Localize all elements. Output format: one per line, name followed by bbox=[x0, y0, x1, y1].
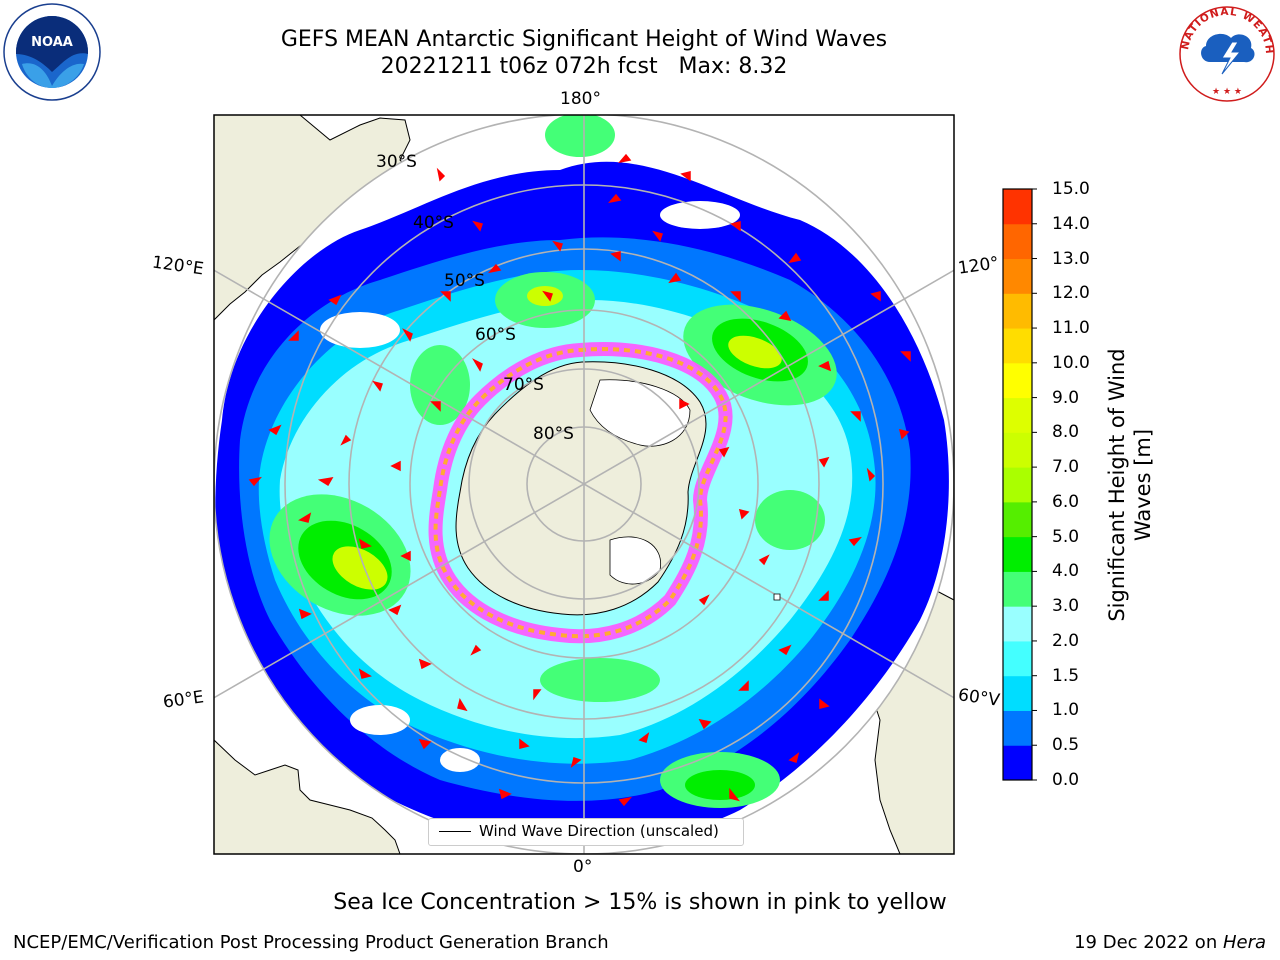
nws-logo: NATIONAL WEATHER SERVICE ★ ★ ★ bbox=[1176, 2, 1275, 102]
colorbar-tick-label: 1.5 bbox=[1052, 665, 1080, 686]
colorbar-segment bbox=[1003, 606, 1032, 642]
colorbar-tick-label: 3.0 bbox=[1052, 596, 1080, 617]
colorbar-segment bbox=[1003, 536, 1032, 572]
colorbar-tick-label: 2.0 bbox=[1052, 630, 1080, 651]
colorbar-tick-label: 1.0 bbox=[1052, 700, 1080, 721]
wave-direction-arrows bbox=[248, 153, 911, 807]
colorbar-tick-label: 12.0 bbox=[1052, 283, 1090, 304]
legend-label: Wind Wave Direction (unscaled) bbox=[479, 822, 719, 840]
colorbar-segment bbox=[1003, 223, 1032, 260]
lat-label-70s: 70°S bbox=[503, 375, 544, 395]
colorbar-segment bbox=[1003, 189, 1032, 225]
noaa-logo-text: NOAA bbox=[31, 35, 73, 50]
lat-label-40s: 40°S bbox=[413, 213, 454, 233]
colorbar-segment bbox=[1003, 710, 1032, 746]
lat-label-30s: 30°S bbox=[376, 152, 417, 172]
colorbar-segment bbox=[1003, 571, 1032, 607]
footer-machine: Hera bbox=[1222, 932, 1266, 953]
colorbar-segment bbox=[1003, 501, 1032, 538]
lat-label-50s: 50°S bbox=[444, 271, 485, 291]
colorbar-tick-label: 5.0 bbox=[1052, 526, 1080, 547]
colorbar-segment bbox=[1003, 293, 1032, 329]
colorbar-segment bbox=[1003, 467, 1032, 503]
lat-label-80s: 80°S bbox=[533, 424, 574, 444]
chart-title: GEFS MEAN Antarctic Significant Height o… bbox=[280, 27, 888, 52]
map-frame bbox=[213, 114, 955, 855]
svg-text:★ ★ ★: ★ ★ ★ bbox=[1212, 87, 1242, 97]
colorbar-tick-label: 13.0 bbox=[1052, 248, 1090, 269]
colorbar-segment bbox=[1003, 362, 1032, 399]
colorbar-tick-label: 14.0 bbox=[1052, 213, 1090, 234]
colorbar-tick-label: 15.0 bbox=[1052, 179, 1090, 199]
footer-credit: NCEP/EMC/Verification Post Processing Pr… bbox=[13, 932, 609, 953]
colorbar-tick-label: 8.0 bbox=[1052, 422, 1080, 443]
colorbar-tick-label: 0.0 bbox=[1052, 770, 1080, 790]
colorbar-segment bbox=[1003, 432, 1032, 468]
legend-line-swatch bbox=[439, 831, 471, 832]
noaa-logo: NOAA bbox=[3, 3, 101, 101]
footer-date-text: 19 Dec 2022 on bbox=[1074, 932, 1223, 953]
land-africa bbox=[214, 739, 401, 854]
sea-ice-note: Sea Ice Concentration > 15% is shown in … bbox=[333, 890, 947, 915]
lat-label-60s: 60°S bbox=[475, 325, 516, 345]
colorbar-tick-label: 6.0 bbox=[1052, 491, 1080, 512]
colorbar bbox=[1003, 188, 1037, 781]
colorbar-segment bbox=[1003, 640, 1032, 677]
colorbar-tick-label: 10.0 bbox=[1052, 352, 1090, 373]
sea-ice-ring bbox=[428, 342, 733, 644]
footer-date: 19 Dec 2022 on Hera bbox=[1074, 932, 1266, 953]
colorbar-segment bbox=[1003, 397, 1032, 433]
colorbar-segment bbox=[1003, 328, 1032, 364]
colorbar-segment bbox=[1003, 745, 1032, 781]
colorbar-tick-label: 9.0 bbox=[1052, 387, 1080, 408]
chart-subtitle: 20221211 t06z 072h fcst Max: 8.32 bbox=[380, 54, 788, 79]
map-legend: Wind Wave Direction (unscaled) bbox=[428, 818, 744, 846]
colorbar-tick-label: 4.0 bbox=[1052, 561, 1080, 582]
colorbar-tick-label: 7.0 bbox=[1052, 457, 1080, 478]
colorbar-tick-label: 11.0 bbox=[1052, 318, 1090, 339]
colorbar-frame bbox=[1002, 188, 1033, 781]
lon-label-0: 0° bbox=[573, 857, 593, 877]
lon-label-180: 180° bbox=[560, 89, 601, 109]
ice-shelf bbox=[589, 379, 691, 447]
colorbar-tick-label: 0.5 bbox=[1052, 735, 1080, 756]
colorbar-segment bbox=[1003, 258, 1032, 294]
colorbar-segment bbox=[1003, 675, 1032, 711]
